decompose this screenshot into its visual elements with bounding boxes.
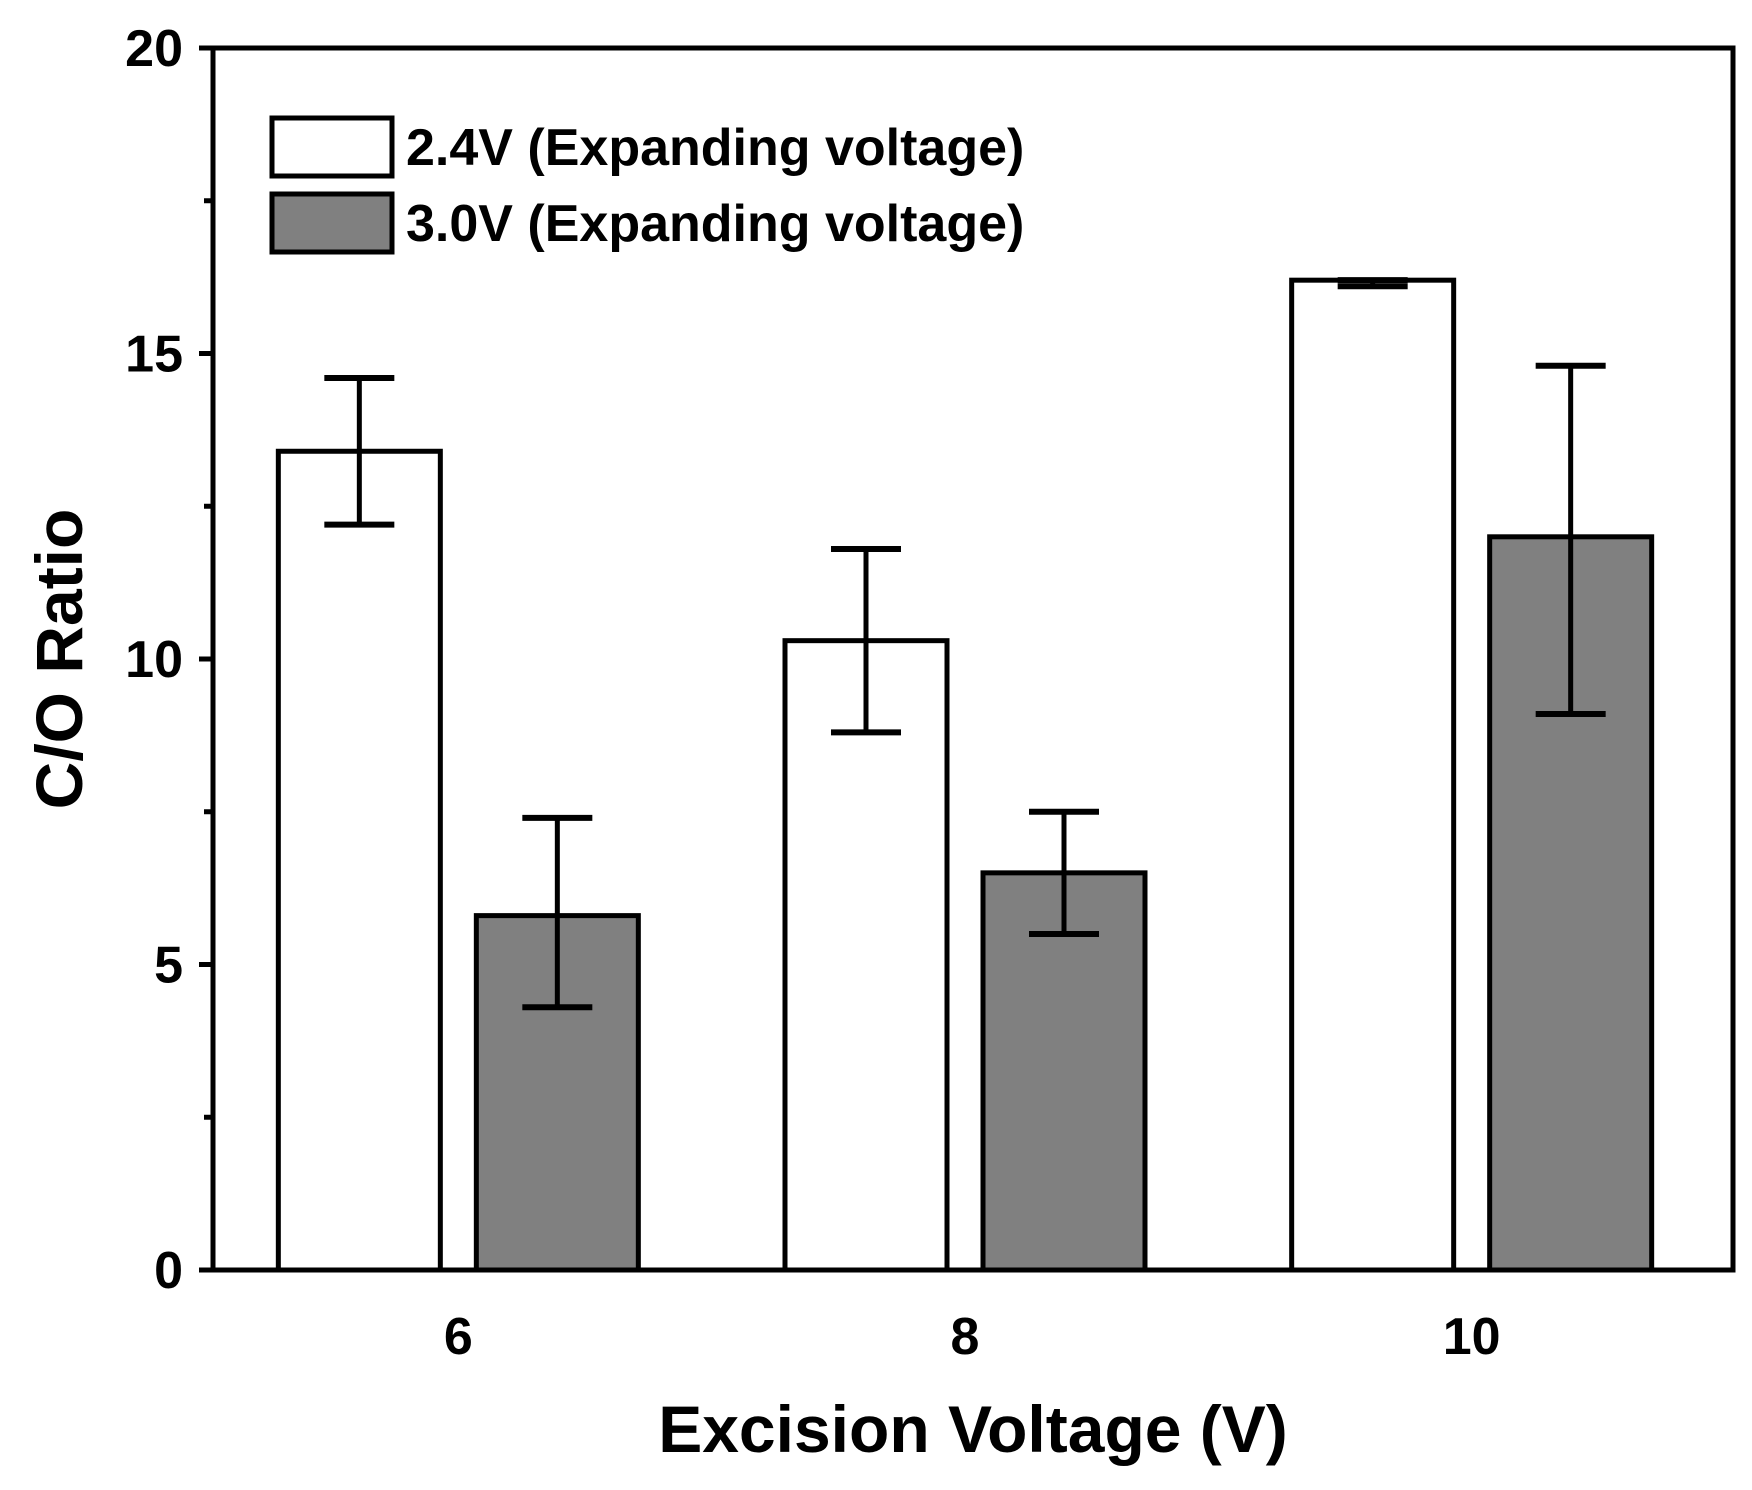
bar-series-2-4v xyxy=(275,448,443,1273)
x-axis-title: Excision Voltage (V) xyxy=(658,1392,1288,1466)
error-bars-layer xyxy=(324,277,1606,1011)
x-tick-label: 8 xyxy=(951,1308,980,1366)
legend-label: 3.0V (Expanding voltage) xyxy=(406,195,1024,253)
bar-series-3-0v xyxy=(1487,534,1655,1273)
legend-swatch xyxy=(269,191,395,255)
x-tick-label: 6 xyxy=(444,1308,473,1366)
legend-label: 2.4V (Expanding voltage) xyxy=(406,119,1024,177)
legend-swatch xyxy=(269,115,395,179)
y-axis-title: C/O Ratio xyxy=(22,509,96,810)
legend: 2.4V (Expanding voltage) 3.0V (Expanding … xyxy=(269,115,1024,255)
y-tick-label: 0 xyxy=(154,1242,183,1300)
bar-series-2-4v xyxy=(1289,277,1457,1273)
bars-layer xyxy=(275,277,1655,1273)
bar-series-2-4v xyxy=(782,638,950,1273)
x-tick-label: 10 xyxy=(1443,1308,1501,1366)
x-axis: 6 8 10 xyxy=(444,1308,1501,1366)
y-tick-label: 20 xyxy=(125,20,183,78)
y-tick-label: 15 xyxy=(125,326,183,384)
y-tick-label: 5 xyxy=(154,937,183,995)
y-axis: 0 5 10 15 20 xyxy=(125,20,213,1300)
y-tick-label: 10 xyxy=(125,631,183,689)
